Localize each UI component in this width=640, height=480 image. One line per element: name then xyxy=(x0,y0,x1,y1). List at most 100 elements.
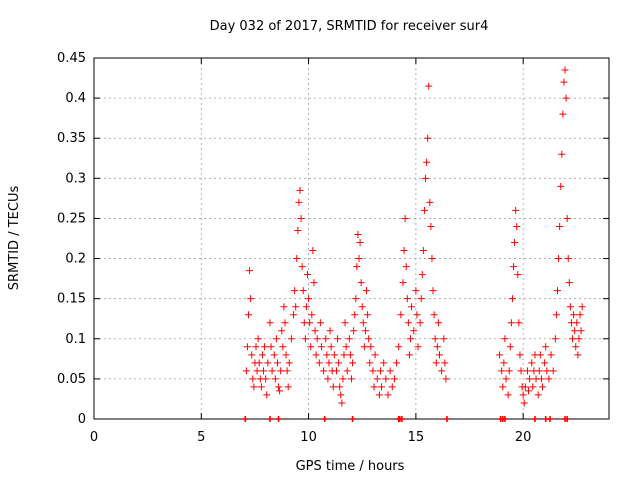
data-point xyxy=(565,279,573,287)
data-point xyxy=(373,375,381,383)
data-point xyxy=(317,343,325,351)
data-point xyxy=(435,351,443,359)
baseline-marker xyxy=(531,416,538,422)
data-point xyxy=(414,343,422,351)
data-point xyxy=(535,367,543,375)
data-point xyxy=(268,367,276,375)
y-tick-label: 0.45 xyxy=(57,51,86,66)
data-point xyxy=(346,351,354,359)
data-point xyxy=(335,359,343,367)
data-point xyxy=(253,367,261,375)
data-point xyxy=(280,303,288,311)
data-point xyxy=(541,359,549,367)
data-point xyxy=(442,375,450,383)
data-point xyxy=(525,387,533,395)
data-point xyxy=(577,327,585,335)
data-point xyxy=(574,351,582,359)
data-point xyxy=(356,239,364,247)
data-point xyxy=(413,311,421,319)
data-point xyxy=(508,295,516,303)
baseline-marker xyxy=(501,416,508,422)
x-tick-label: 10 xyxy=(300,430,317,445)
y-tick-label: 0.15 xyxy=(57,292,86,307)
data-point xyxy=(316,319,324,327)
x-tick-label: 15 xyxy=(408,430,425,445)
data-point xyxy=(571,327,579,335)
data-point xyxy=(355,255,363,263)
data-point xyxy=(538,383,546,391)
data-point xyxy=(420,206,428,214)
data-point xyxy=(360,343,368,351)
data-point xyxy=(431,335,439,343)
data-point xyxy=(382,375,390,383)
data-point xyxy=(555,255,563,263)
data-point xyxy=(405,351,413,359)
data-point xyxy=(523,367,531,375)
y-tick-label: 0.1 xyxy=(65,332,86,347)
data-point xyxy=(384,391,392,399)
data-point xyxy=(352,295,360,303)
data-point xyxy=(339,375,347,383)
data-point xyxy=(423,158,431,166)
data-point xyxy=(545,375,553,383)
data-point xyxy=(376,367,384,375)
data-point xyxy=(543,367,551,375)
data-point xyxy=(395,343,403,351)
x-axis: 0 5 10 15 20 xyxy=(90,58,531,445)
data-point xyxy=(520,399,528,407)
y-axis-label: SRMTID / TECUs xyxy=(7,186,22,291)
data-point xyxy=(422,174,430,182)
data-point xyxy=(358,303,366,311)
data-point xyxy=(501,335,509,343)
data-point xyxy=(247,295,255,303)
data-point xyxy=(252,343,260,351)
data-point xyxy=(348,375,355,383)
data-point xyxy=(570,311,578,319)
data-point xyxy=(327,343,335,351)
data-point xyxy=(551,335,559,343)
data-point xyxy=(432,359,440,367)
data-point xyxy=(502,375,510,383)
data-point xyxy=(266,319,274,327)
data-point xyxy=(276,387,284,395)
data-point xyxy=(375,391,383,399)
x-tick-label: 5 xyxy=(197,430,205,445)
baseline-marker xyxy=(443,416,450,422)
data-point xyxy=(510,263,518,271)
data-point xyxy=(296,186,304,194)
data-point xyxy=(254,335,262,343)
data-point xyxy=(512,206,520,214)
data-point xyxy=(284,383,292,391)
data-point xyxy=(336,383,344,391)
baseline-marker xyxy=(546,416,553,422)
data-point xyxy=(416,319,424,327)
data-point xyxy=(262,375,270,383)
data-point xyxy=(322,335,330,343)
baseline-marker xyxy=(398,416,405,422)
data-point xyxy=(429,287,437,295)
data-point xyxy=(526,375,534,383)
data-point xyxy=(341,319,349,327)
data-point xyxy=(285,359,293,367)
data-point xyxy=(496,351,504,359)
data-point xyxy=(255,359,263,367)
data-point xyxy=(537,375,545,383)
data-point xyxy=(515,319,523,327)
data-point xyxy=(245,311,252,319)
data-point xyxy=(282,351,290,359)
data-point xyxy=(558,150,566,158)
data-point xyxy=(345,335,353,343)
data-point xyxy=(556,222,564,230)
data-point xyxy=(324,375,332,383)
data-point xyxy=(277,367,285,375)
data-point xyxy=(353,263,361,271)
data-point xyxy=(357,279,365,287)
data-point xyxy=(370,383,378,391)
data-point xyxy=(301,335,309,343)
data-point xyxy=(264,359,272,367)
data-point xyxy=(399,279,407,287)
data-point xyxy=(320,367,328,375)
data-point xyxy=(519,391,527,399)
y-tick-label: 0 xyxy=(78,412,86,427)
data-point xyxy=(330,351,338,359)
